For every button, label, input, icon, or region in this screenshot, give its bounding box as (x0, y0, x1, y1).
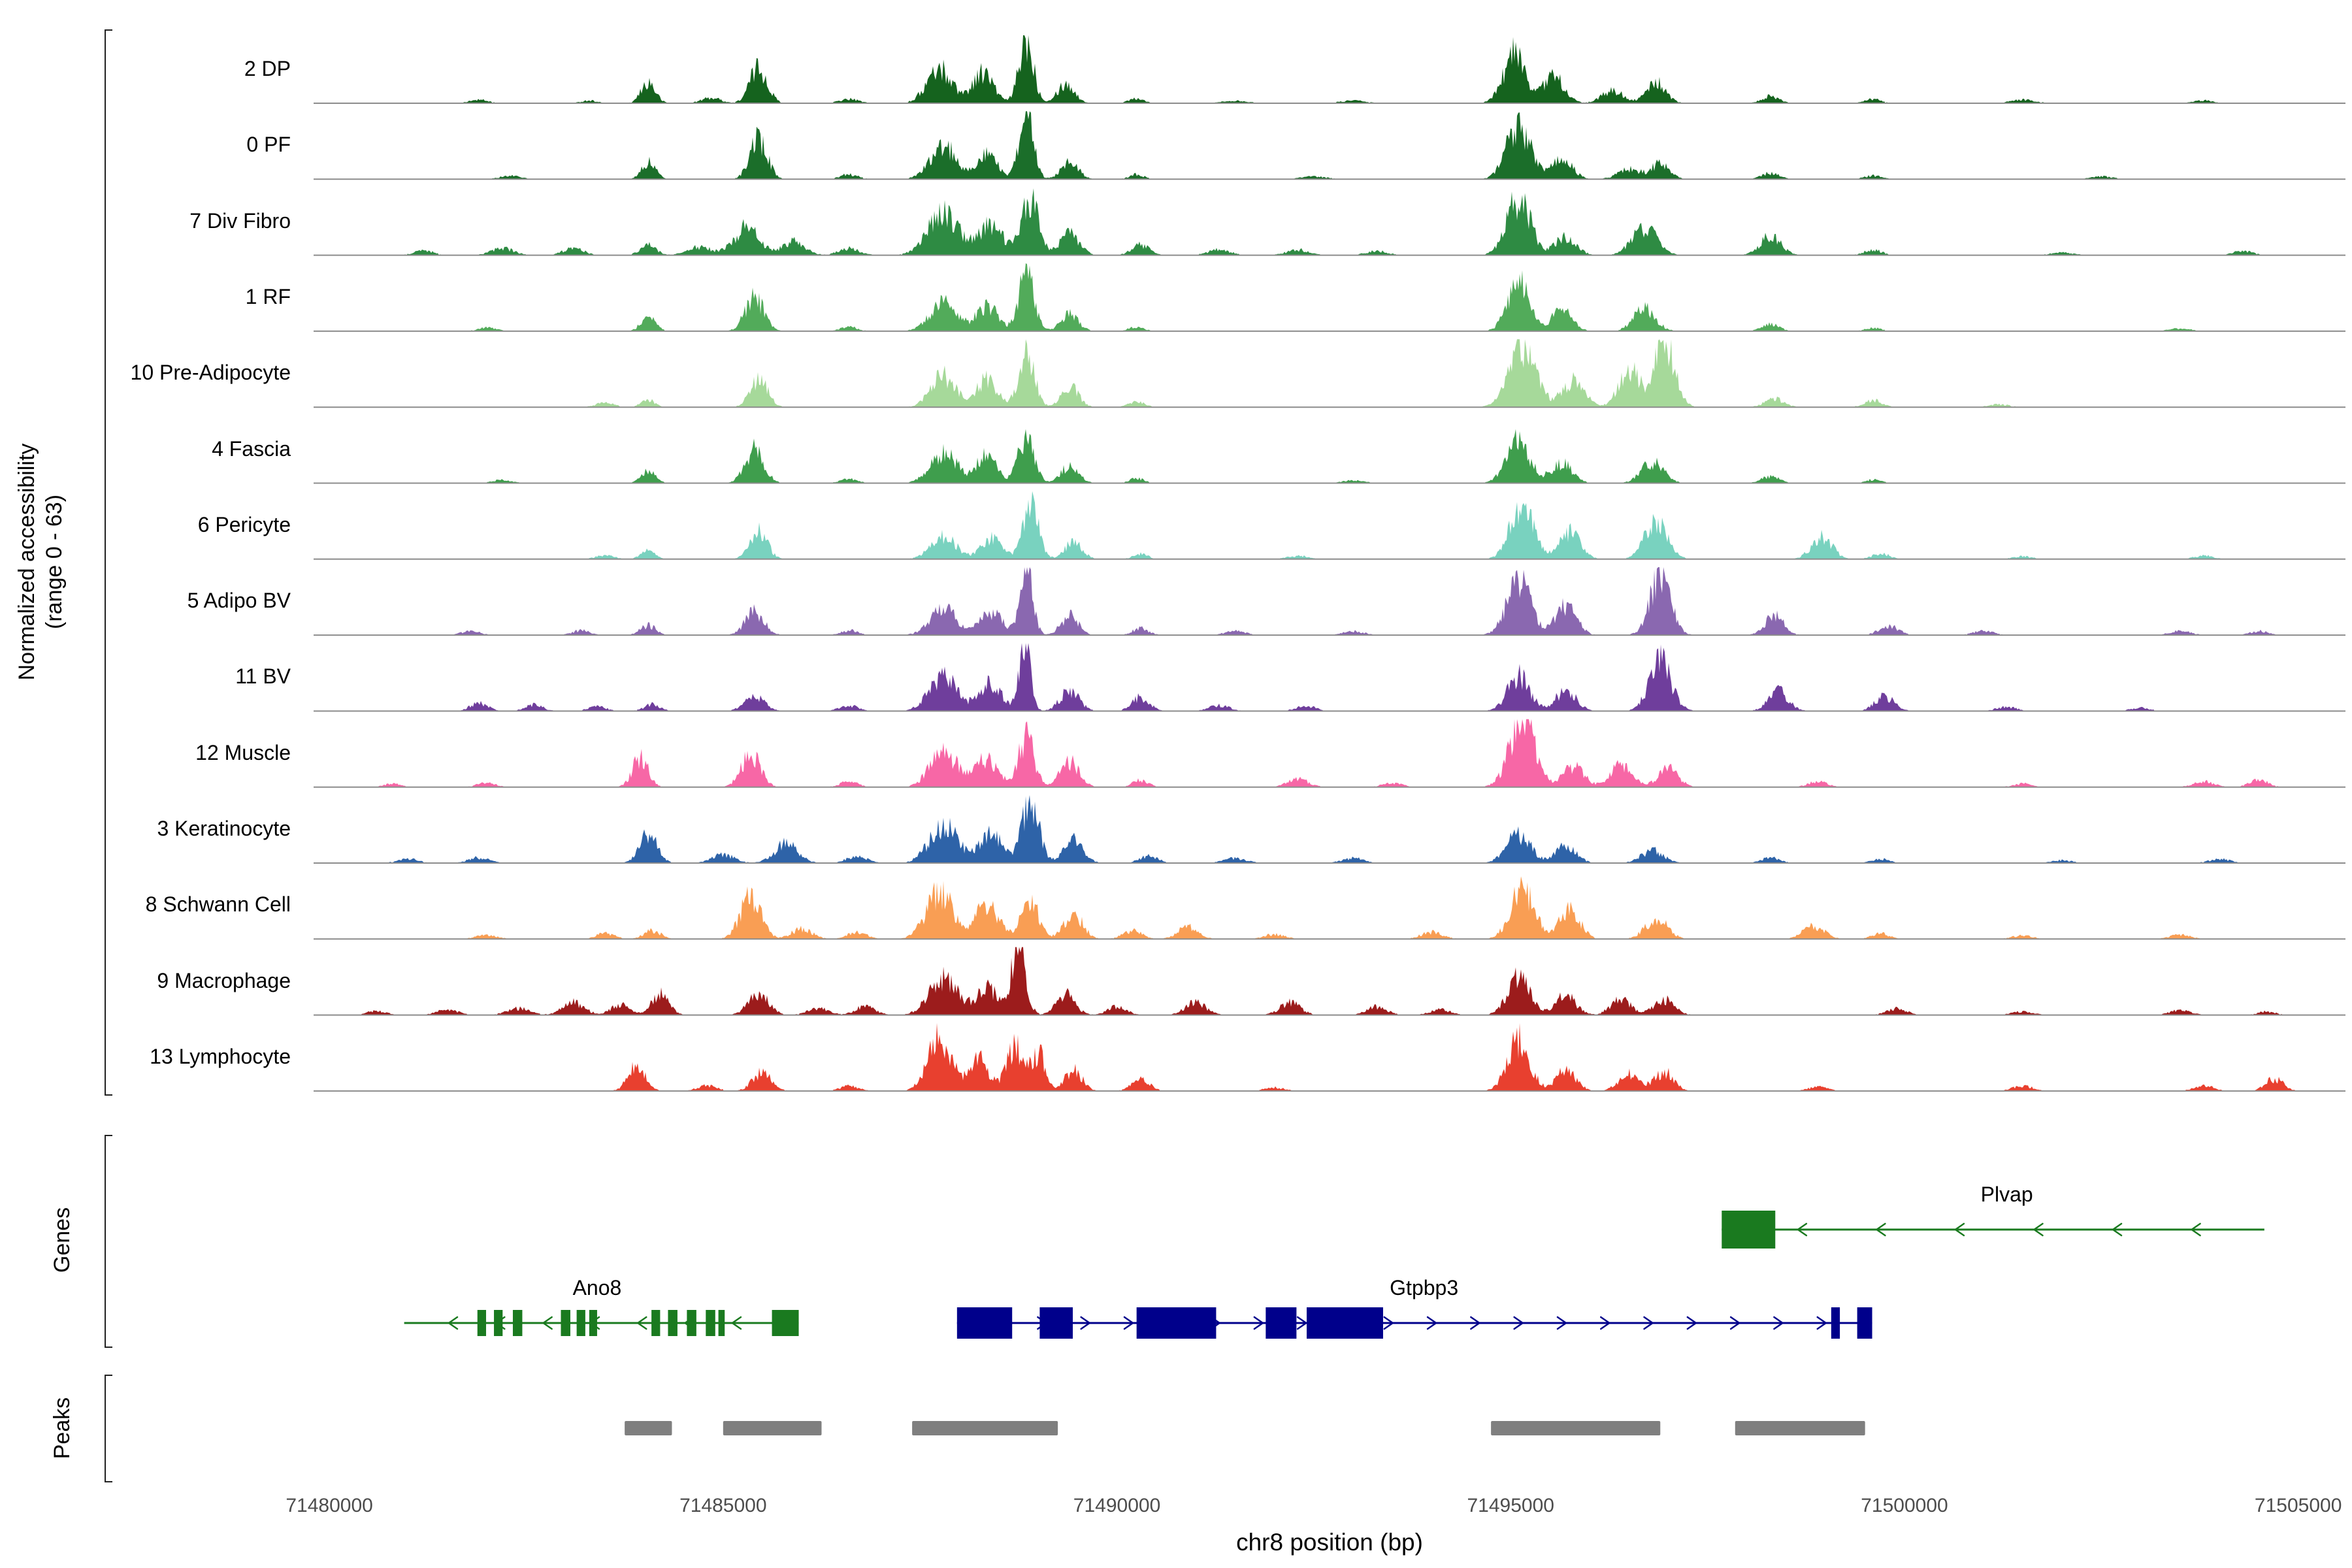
gene-exon (512, 1310, 523, 1336)
gene-exon (561, 1310, 570, 1336)
genes-axis-bracket (105, 1135, 112, 1348)
track-label: 2 DP (244, 57, 291, 80)
peak-bar (912, 1421, 1058, 1435)
genes-section-label: Genes (50, 1207, 74, 1273)
gene-exon (589, 1310, 597, 1336)
x-tick-label: 71500000 (1861, 1495, 1948, 1516)
peaks-axis-bracket (105, 1375, 112, 1482)
gene-direction-arrow-icon (1953, 1222, 1965, 1237)
gene-direction-arrow-icon (1875, 1222, 1886, 1237)
gene-exon (1307, 1307, 1383, 1339)
gene-direction-arrow-icon (1556, 1316, 1568, 1330)
gene-direction-arrow-icon (1123, 1316, 1135, 1330)
gene-exon (651, 1310, 661, 1336)
gene-direction-arrow-icon (1513, 1316, 1524, 1330)
track-label: 13 Lymphocyte (150, 1044, 291, 1068)
gene-direction-arrow-icon (542, 1316, 553, 1330)
gene-exon (956, 1307, 1013, 1339)
x-tick-label: 71505000 (2254, 1495, 2342, 1516)
gene-exon (494, 1310, 503, 1336)
track-label: 0 PF (246, 133, 291, 157)
gene-direction-arrow-icon (2033, 1222, 2044, 1237)
track-label: 9 Macrophage (157, 968, 291, 992)
track-label: 7 Div Fibro (189, 208, 291, 233)
y-axis-label: Normalized accessibility (range 0 - 63) (13, 444, 68, 681)
coverage-area (314, 339, 2345, 408)
gene-exon (668, 1310, 678, 1336)
gene-exon (477, 1310, 486, 1336)
gene-name-label: Gtpbp3 (1390, 1276, 1459, 1299)
track-label: 10 Pre-Adipocyte (130, 361, 291, 385)
tracks-axis-bracket (105, 29, 112, 1096)
gene-direction-arrow-icon (1296, 1316, 1308, 1330)
gene-exon (718, 1310, 725, 1336)
gene-exon (1831, 1307, 1840, 1339)
gene-exon (706, 1310, 715, 1336)
gene-exon (576, 1310, 585, 1336)
gene-exon (687, 1310, 696, 1336)
gene-direction-arrow-icon (2111, 1222, 2123, 1237)
peak-bar (625, 1421, 672, 1435)
gene-direction-arrow-icon (1600, 1316, 1611, 1330)
track-label: 1 RF (245, 284, 291, 308)
track-label: 6 Pericyte (197, 512, 291, 536)
gene-exon (1857, 1307, 1872, 1339)
track-label: 11 BV (235, 664, 291, 689)
gene-direction-arrow-icon (1470, 1316, 1481, 1330)
gene-name-label: Ano8 (572, 1276, 622, 1299)
track-label: 5 Adipo BV (187, 589, 291, 613)
track-label: 12 Muscle (195, 740, 291, 764)
coverage-area (314, 429, 2345, 483)
coverage-area (314, 111, 2345, 180)
track-label: 3 Keratinocyte (157, 817, 291, 840)
coverage-area (314, 876, 2345, 939)
gene-direction-arrow-icon (1816, 1316, 1827, 1330)
gene-direction-arrow-icon (1686, 1316, 1698, 1330)
coverage-area (314, 567, 2345, 636)
coverage-area (314, 263, 2345, 331)
gene-direction-arrow-icon (1643, 1316, 1654, 1330)
track-label: 8 Schwann Cell (145, 892, 291, 917)
gene-exon (1266, 1307, 1297, 1339)
gene-exon (1136, 1307, 1217, 1339)
gene-direction-arrow-icon (730, 1316, 742, 1330)
x-tick-label: 71495000 (1467, 1495, 1554, 1516)
coverage-area (314, 719, 2345, 787)
gene-exon (772, 1310, 799, 1336)
gene-direction-arrow-icon (1796, 1222, 1808, 1237)
gene-direction-arrow-icon (1080, 1316, 1091, 1330)
gene-exon (1722, 1211, 1776, 1249)
x-tick-label: 71480000 (286, 1495, 373, 1516)
gene-direction-arrow-icon (447, 1316, 459, 1330)
gene-direction-arrow-icon (1729, 1316, 1741, 1330)
gene-direction-arrow-icon (1426, 1316, 1438, 1330)
peak-bar (723, 1421, 822, 1435)
gene-name-label: Plvap (1980, 1183, 2033, 1206)
coverage-area (314, 188, 2345, 255)
gene-direction-arrow-icon (1383, 1316, 1395, 1330)
coverage-area (314, 795, 2345, 863)
gene-direction-arrow-icon (1253, 1316, 1265, 1330)
y-axis-label-line1: Normalized accessibility (14, 443, 39, 681)
x-tick-label: 71485000 (679, 1495, 767, 1516)
coverage-area (314, 947, 2345, 1015)
track-label: 4 Fascia (212, 436, 291, 461)
peaks-section-label: Peaks (50, 1397, 74, 1460)
x-tick-label: 71490000 (1073, 1495, 1161, 1516)
peak-bar (1735, 1421, 1865, 1435)
coverage-area (314, 643, 2345, 711)
x-axis-title: chr8 position (bp) (1236, 1529, 1423, 1556)
gene-direction-arrow-icon (636, 1316, 647, 1330)
gene-direction-arrow-icon (2190, 1222, 2201, 1237)
coverage-area (314, 491, 2345, 559)
coverage-area (314, 1022, 2345, 1091)
gene-exon (1039, 1307, 1073, 1339)
peak-bar (1491, 1421, 1661, 1435)
coverage-area (314, 35, 2345, 103)
gene-direction-arrow-icon (1773, 1316, 1784, 1330)
